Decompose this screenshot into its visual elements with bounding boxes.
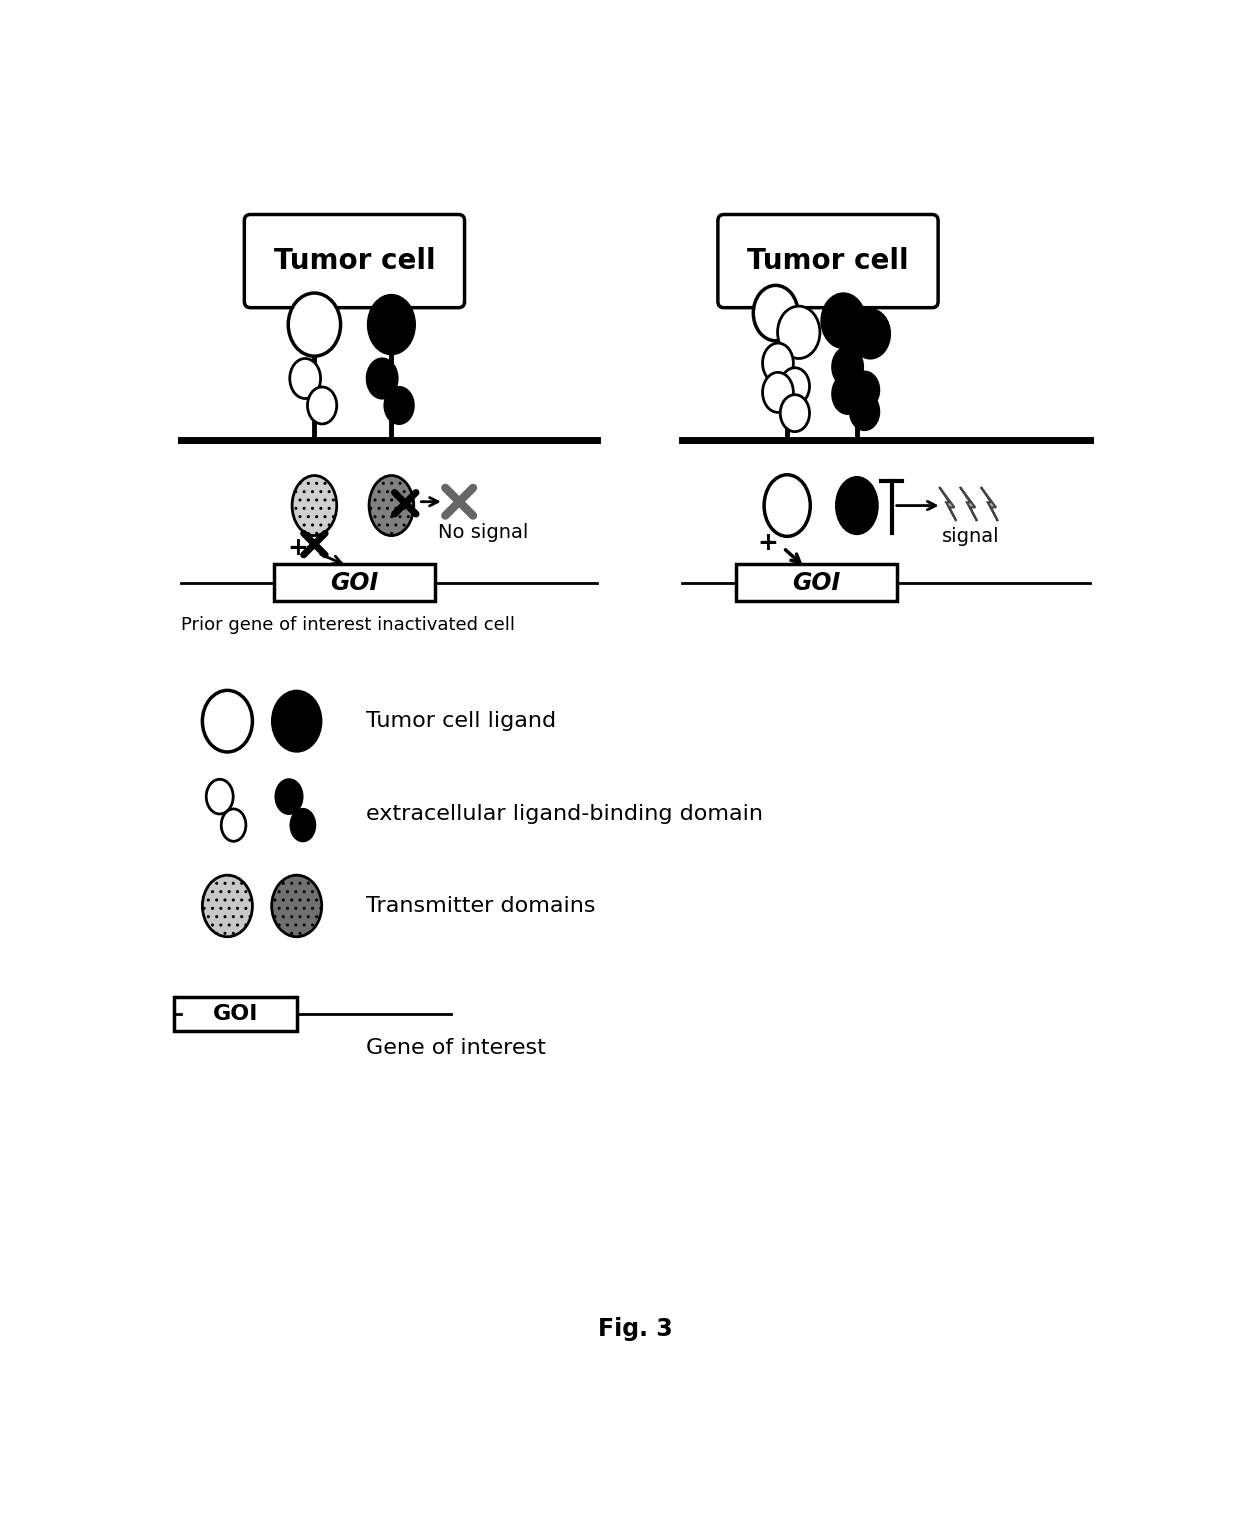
Ellipse shape [764,475,810,536]
Ellipse shape [275,779,303,814]
Ellipse shape [308,387,337,424]
Polygon shape [981,487,998,521]
Ellipse shape [370,475,414,536]
Text: Prior gene of interest inactivated cell: Prior gene of interest inactivated cell [181,616,515,635]
Polygon shape [960,487,977,521]
Text: GOI: GOI [792,571,841,595]
Ellipse shape [384,387,414,424]
FancyBboxPatch shape [718,214,939,308]
Ellipse shape [206,779,233,814]
Ellipse shape [288,293,341,357]
Text: extracellular ligand-binding domain: extracellular ligand-binding domain [366,803,763,824]
FancyBboxPatch shape [244,214,465,308]
Polygon shape [939,487,956,521]
Text: Tumor cell: Tumor cell [748,247,909,275]
Ellipse shape [754,285,799,340]
Ellipse shape [763,343,794,383]
Ellipse shape [832,373,863,414]
FancyBboxPatch shape [735,565,898,601]
Text: +: + [286,536,308,560]
Ellipse shape [202,691,253,751]
Ellipse shape [367,358,398,399]
Ellipse shape [849,372,879,408]
Text: Transmitter domains: Transmitter domains [366,896,595,915]
Ellipse shape [290,358,321,399]
Text: Fig. 3: Fig. 3 [598,1318,673,1342]
FancyBboxPatch shape [274,565,435,601]
Text: GOI: GOI [212,1003,258,1023]
Text: Tumor cell: Tumor cell [274,247,435,275]
Ellipse shape [367,294,415,355]
Ellipse shape [821,293,866,349]
Ellipse shape [272,691,321,751]
Text: No signal: No signal [438,524,528,542]
Text: Gene of interest: Gene of interest [366,1038,546,1058]
Ellipse shape [293,475,337,536]
Ellipse shape [836,477,878,534]
Ellipse shape [221,809,246,841]
Ellipse shape [851,308,890,358]
FancyBboxPatch shape [174,997,296,1031]
Text: signal: signal [941,527,999,546]
Text: Tumor cell ligand: Tumor cell ligand [366,710,556,732]
Text: GOI: GOI [330,571,378,595]
Ellipse shape [290,809,315,841]
Ellipse shape [272,876,321,937]
Ellipse shape [763,372,794,413]
Ellipse shape [780,367,810,405]
Ellipse shape [832,348,863,387]
Ellipse shape [202,876,253,937]
Ellipse shape [777,307,820,358]
Ellipse shape [849,393,879,430]
Ellipse shape [780,395,810,431]
Text: +: + [758,530,779,554]
